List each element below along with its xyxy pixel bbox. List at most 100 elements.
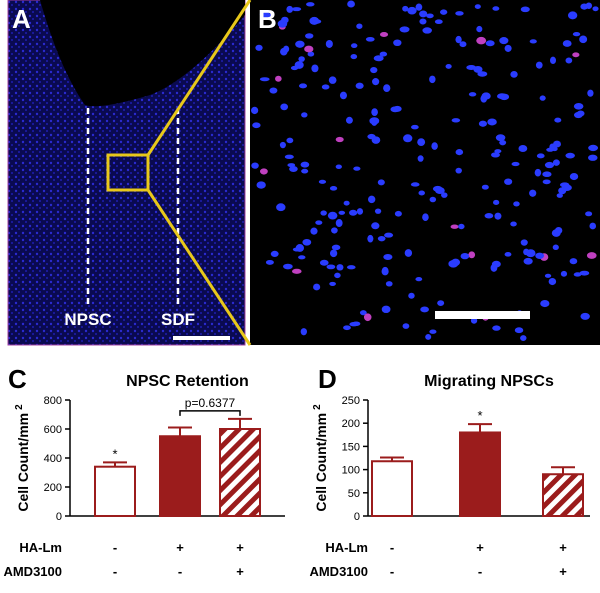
nucleus <box>466 65 477 70</box>
nucleus <box>256 181 266 189</box>
nucleus <box>411 124 419 130</box>
nucleus <box>355 82 364 89</box>
y-axis-label: Cell Count/mm 2 <box>312 404 329 512</box>
y-tick-label: 50 <box>348 488 360 500</box>
y-axis-label: Cell Count/mm 2 <box>14 404 31 512</box>
nucleus <box>518 144 528 153</box>
nucleus <box>573 111 583 119</box>
nucleus <box>514 327 524 334</box>
nucleus <box>491 152 500 158</box>
nucleus <box>379 51 388 57</box>
nucleus <box>315 220 323 225</box>
nucleus <box>544 273 552 278</box>
y-axis-label-text: Cell Count/mm <box>313 413 329 512</box>
nucleus <box>384 232 394 238</box>
nucleus <box>393 105 402 112</box>
nucleus <box>399 26 410 33</box>
nucleus <box>510 70 518 78</box>
nucleus <box>492 6 500 11</box>
nucleus <box>572 52 580 58</box>
nucleus <box>298 56 305 62</box>
nucleus <box>327 211 338 220</box>
condition-name: AMD3100 <box>309 564 368 579</box>
nucleus <box>350 43 358 49</box>
nucleus <box>338 210 346 215</box>
nucleus <box>434 19 443 25</box>
nucleus <box>402 5 409 12</box>
nucleus <box>435 187 445 195</box>
nucleus <box>394 210 402 217</box>
nucleus <box>367 133 376 140</box>
nucleus <box>546 147 554 152</box>
nucleus <box>363 313 372 322</box>
nucleus <box>588 154 598 161</box>
nucleus <box>372 78 380 86</box>
nucleus <box>393 39 402 47</box>
nucleus <box>410 182 420 187</box>
nucleus <box>255 44 263 51</box>
nucleus <box>381 305 391 314</box>
y-tick-label: 400 <box>44 453 62 465</box>
nucleus <box>302 238 312 246</box>
nucleus <box>529 39 537 44</box>
nucleus <box>415 3 423 11</box>
nucleus <box>261 12 272 19</box>
nucleus <box>269 87 278 94</box>
nucleus <box>339 91 347 100</box>
nucleus <box>349 209 358 216</box>
nucleus <box>559 182 570 188</box>
nucleus <box>490 263 498 272</box>
nucleus <box>350 53 358 60</box>
bar <box>219 428 261 517</box>
nucleus <box>589 222 597 230</box>
nucleus <box>408 292 415 299</box>
nucleus <box>551 229 561 237</box>
nucleus <box>310 227 318 235</box>
nucleus <box>484 213 494 219</box>
nucleus <box>286 5 294 13</box>
nucleus <box>305 33 314 39</box>
nucleus <box>336 264 344 271</box>
nucleus <box>481 92 491 100</box>
nucleus <box>311 64 319 73</box>
condition-value: + <box>236 540 244 555</box>
nucleus <box>353 166 361 171</box>
panel-a: A NPSC SDF <box>7 0 246 346</box>
y-tick-label: 200 <box>44 482 62 494</box>
nucleus <box>280 103 289 111</box>
nucleus <box>542 179 551 185</box>
micrograph-b <box>250 0 600 345</box>
nucleus <box>294 61 304 69</box>
nucleus <box>552 244 559 250</box>
lesion-cavity <box>40 0 245 107</box>
nucleus <box>459 41 467 48</box>
nucleus <box>367 234 374 243</box>
panel-b <box>250 0 600 345</box>
nucleus <box>587 89 594 97</box>
nucleus <box>265 259 274 265</box>
nucleus <box>289 166 298 173</box>
nucleus <box>371 108 378 116</box>
nucleus <box>548 277 557 286</box>
nucleus <box>331 244 341 251</box>
nucleus <box>425 334 432 340</box>
nucleus <box>418 190 425 196</box>
nucleus <box>565 57 573 64</box>
nucleus <box>437 300 445 307</box>
nucleus <box>277 19 288 28</box>
nucleus <box>455 167 462 174</box>
nucleus <box>251 162 259 169</box>
nucleus <box>542 171 552 178</box>
nucleus <box>283 45 290 53</box>
bar <box>542 473 584 517</box>
nucleus <box>494 149 502 154</box>
nucleus <box>367 195 376 204</box>
nucleus <box>335 219 343 227</box>
nucleus <box>359 310 367 316</box>
nucleus <box>374 208 382 214</box>
nucleus <box>565 152 575 159</box>
nucleus <box>573 102 584 110</box>
nucleus <box>504 178 513 185</box>
nucleus <box>562 40 572 47</box>
